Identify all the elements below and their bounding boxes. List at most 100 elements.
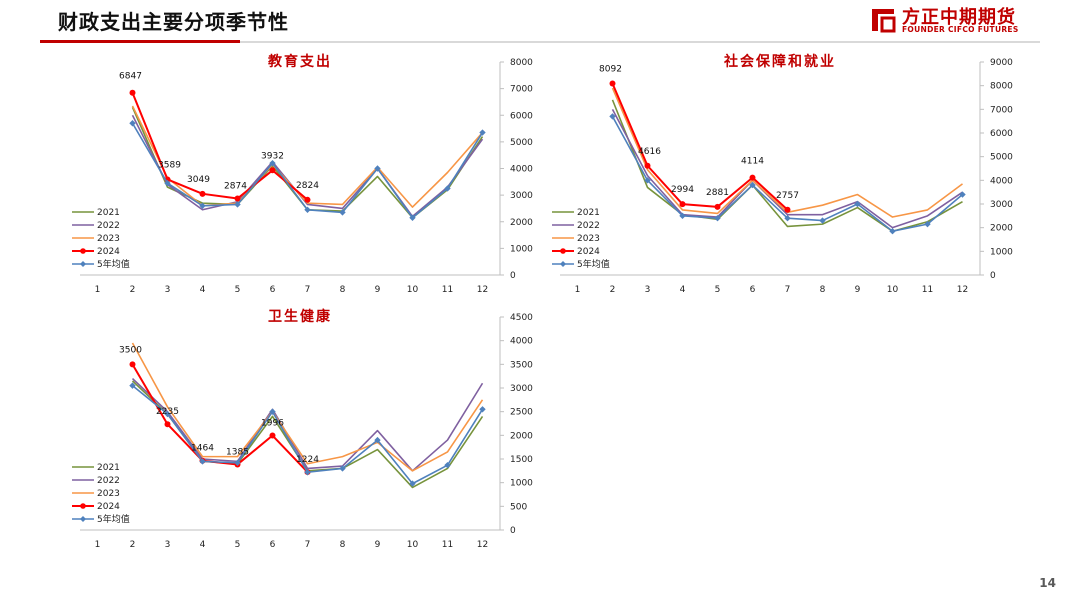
legend-marker xyxy=(560,248,566,254)
legend-label: 2023 xyxy=(577,234,600,244)
x-tick-label: 11 xyxy=(442,540,453,550)
logo-mark-icon xyxy=(872,9,896,33)
x-tick-label: 6 xyxy=(750,285,756,295)
series-point-2024 xyxy=(269,432,276,439)
y-tick-label: 3500 xyxy=(510,360,533,370)
brand-logo: 方正中期期货 FOUNDER CIFCO FUTURES xyxy=(870,3,1040,37)
x-tick-label: 9 xyxy=(375,540,381,550)
y-tick-label: 4000 xyxy=(510,165,533,175)
data-label-2024: 2824 xyxy=(296,181,319,191)
series-point-avg xyxy=(854,200,861,208)
x-tick-label: 1 xyxy=(575,285,581,295)
x-tick-label: 3 xyxy=(165,285,171,295)
x-tick-label: 10 xyxy=(407,540,419,550)
x-tick-label: 4 xyxy=(200,285,206,295)
series-point-avg xyxy=(129,382,136,389)
data-label-2024: 3049 xyxy=(187,175,210,185)
series-point-avg xyxy=(409,214,416,221)
y-tick-label: 2000 xyxy=(990,224,1013,234)
x-tick-label: 5 xyxy=(235,285,241,295)
series-point-2024 xyxy=(679,201,686,208)
x-tick-label: 5 xyxy=(715,285,721,295)
data-label-2024: 8092 xyxy=(599,64,622,74)
legend-marker xyxy=(560,261,566,267)
data-label-2024: 3932 xyxy=(261,151,284,161)
series-point-avg xyxy=(164,410,171,418)
data-label-2024: 3589 xyxy=(158,160,181,170)
y-tick-label: 5000 xyxy=(510,138,533,148)
series-line-2023 xyxy=(131,105,484,208)
series-line-2022 xyxy=(131,114,484,218)
series-point-avg xyxy=(714,215,721,222)
legend-marker xyxy=(80,516,86,522)
series-point-avg xyxy=(234,459,241,466)
legend-label: 2022 xyxy=(577,221,600,231)
legend-label: 2022 xyxy=(97,476,120,486)
x-tick-label: 7 xyxy=(785,285,791,295)
y-tick-label: 0 xyxy=(510,271,516,281)
y-tick-label: 1500 xyxy=(510,455,533,465)
x-tick-label: 12 xyxy=(477,540,488,550)
series-point-avg xyxy=(819,217,826,224)
series-line-2023 xyxy=(131,342,484,472)
y-tick-label: 500 xyxy=(510,502,527,512)
series-point-avg xyxy=(304,469,311,476)
series-point-avg xyxy=(679,212,686,220)
y-tick-label: 2000 xyxy=(510,218,533,228)
data-label-2024: 3500 xyxy=(119,345,142,355)
y-tick-label: 4500 xyxy=(510,313,533,323)
x-tick-label: 12 xyxy=(477,285,488,295)
title-divider xyxy=(40,41,1040,43)
series-point-avg xyxy=(304,206,311,213)
data-label-2024: 2874 xyxy=(224,181,247,191)
data-label-2024: 4114 xyxy=(741,157,764,167)
series-point-avg xyxy=(959,191,966,198)
y-tick-label: 1000 xyxy=(990,247,1013,257)
y-tick-label: 3000 xyxy=(510,191,533,201)
x-tick-label: 7 xyxy=(305,285,311,295)
series-point-avg xyxy=(339,465,346,472)
series-point-2024 xyxy=(749,174,756,181)
chart-education-spending: 教育支出 1 2 3 4 5 6 7 8 9 10 11 12 0 1000 2000 3000 4000 5000… xyxy=(60,50,535,300)
legend-label: 2024 xyxy=(97,247,120,257)
legend-label: 2023 xyxy=(97,489,120,499)
logo-text-en: FOUNDER CIFCO FUTURES xyxy=(902,25,1019,34)
legend-marker xyxy=(80,503,86,509)
legend-label: 2021 xyxy=(97,208,120,218)
x-tick-label: 2 xyxy=(130,540,136,550)
y-tick-label: 7000 xyxy=(510,85,533,95)
y-tick-label: 2500 xyxy=(510,408,533,418)
x-tick-label: 6 xyxy=(270,285,276,295)
series-point-avg xyxy=(269,159,276,167)
series-point-avg xyxy=(609,113,616,120)
page-title: 财政支出主要分项季节性 xyxy=(58,10,289,34)
series-point-2024 xyxy=(784,206,791,213)
legend-label: 5年均值 xyxy=(97,258,130,270)
series-point-avg xyxy=(749,181,756,189)
y-tick-label: 4000 xyxy=(990,176,1013,186)
series-point-2024 xyxy=(269,167,276,174)
data-label-2024: 2994 xyxy=(671,185,694,195)
series-point-avg xyxy=(164,179,171,187)
x-tick-label: 6 xyxy=(270,540,276,550)
x-tick-label: 2 xyxy=(130,285,136,295)
x-tick-label: 4 xyxy=(200,540,206,550)
series-point-avg xyxy=(644,177,651,184)
x-tick-label: 2 xyxy=(610,285,616,295)
x-tick-label: 5 xyxy=(235,540,241,550)
title-divider-accent xyxy=(40,40,240,43)
x-tick-label: 8 xyxy=(340,285,346,295)
legend-label: 5年均值 xyxy=(577,258,610,270)
series-line-2022 xyxy=(131,377,484,472)
chart-title: 社会保障和就业 xyxy=(723,53,836,70)
x-tick-label: 4 xyxy=(680,285,686,295)
x-tick-label: 1 xyxy=(95,540,101,550)
data-label-2024: 2881 xyxy=(706,188,729,198)
x-tick-label: 9 xyxy=(855,285,861,295)
series-point-2024 xyxy=(644,162,651,169)
series-point-avg xyxy=(409,480,416,487)
x-tick-label: 11 xyxy=(922,285,933,295)
logo-text-cn: 方正中期期货 xyxy=(902,7,1016,28)
legend-label: 2022 xyxy=(97,221,120,231)
